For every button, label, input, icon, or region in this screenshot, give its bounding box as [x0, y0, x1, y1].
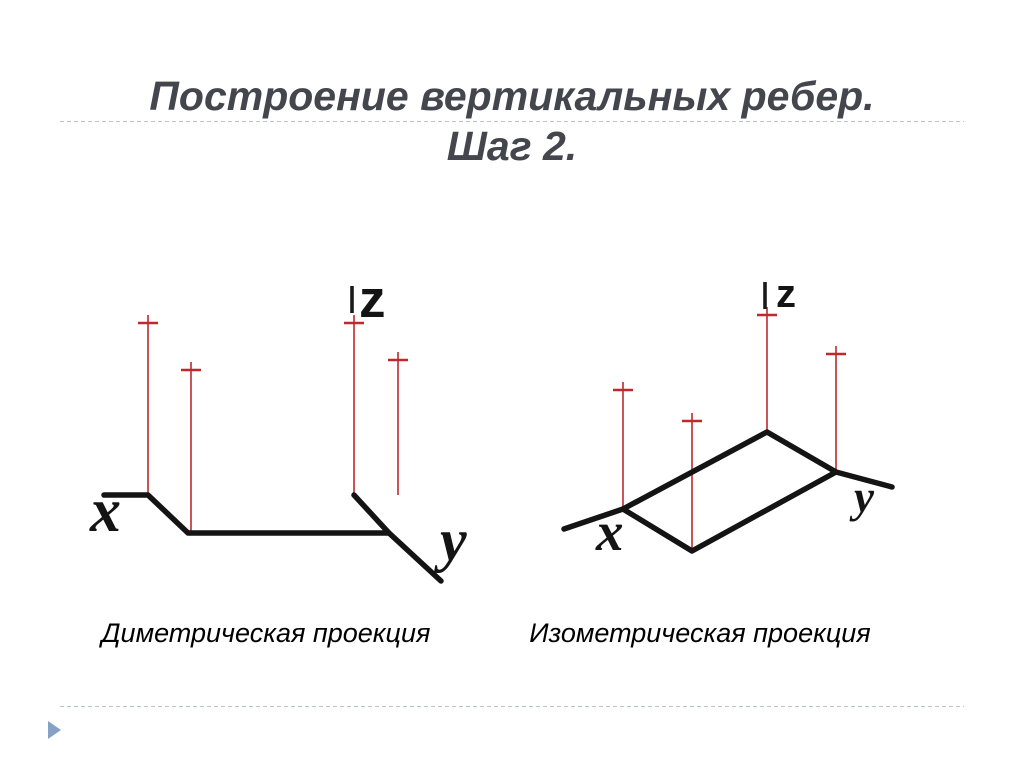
svg-text:z: z — [776, 272, 796, 316]
svg-text:x: x — [595, 501, 624, 562]
svg-text:y: y — [849, 472, 875, 522]
